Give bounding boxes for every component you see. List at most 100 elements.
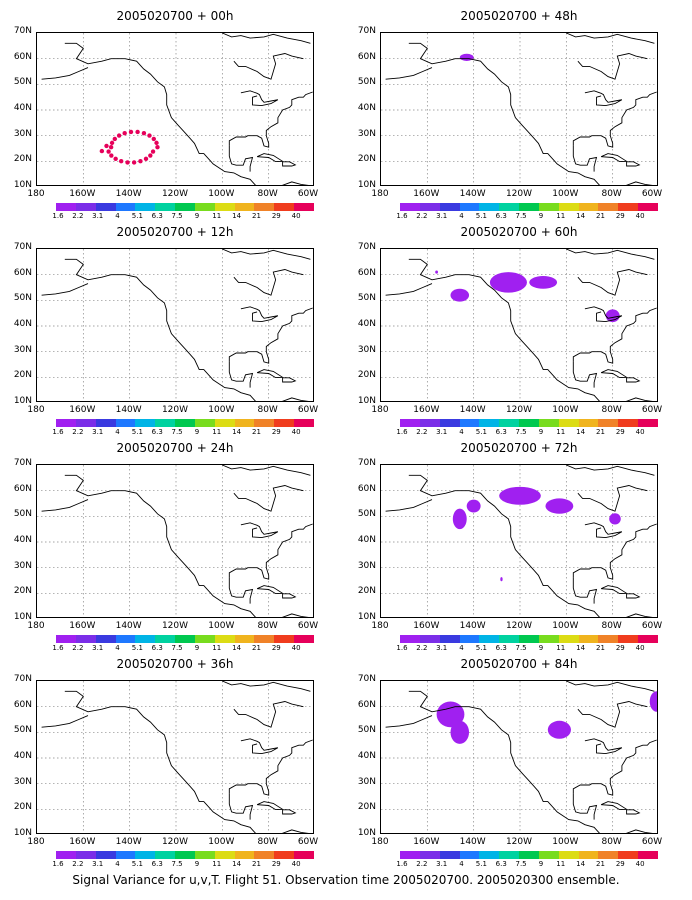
lat-tick-label: 60N bbox=[13, 699, 32, 710]
signal-region bbox=[466, 499, 481, 513]
signal-region bbox=[450, 288, 470, 302]
lon-tick-label: 140W bbox=[115, 621, 142, 631]
colorbar-swatch bbox=[439, 203, 460, 211]
signal-dot bbox=[122, 131, 127, 136]
colorbar-label: 11 bbox=[212, 860, 222, 868]
colorbar-label: 3.1 bbox=[92, 644, 104, 652]
signal-dot bbox=[108, 145, 114, 150]
coastline bbox=[222, 465, 311, 476]
lon-tick-label: 80W bbox=[601, 837, 622, 847]
lon-tick-label: 60W bbox=[641, 189, 663, 199]
colorbar-swatch bbox=[155, 419, 176, 427]
map-frame bbox=[380, 248, 658, 402]
colorbar-label: 29 bbox=[271, 644, 281, 652]
colorbar-label: 29 bbox=[271, 428, 281, 436]
coastline bbox=[566, 681, 655, 692]
colorbar-swatch bbox=[254, 203, 275, 211]
lat-tick-label: 20N bbox=[13, 154, 32, 165]
colorbar-swatch bbox=[135, 851, 156, 859]
lon-tick-label: 160W bbox=[69, 621, 96, 631]
coastline bbox=[64, 690, 309, 833]
lon-tick-label: 180 bbox=[371, 189, 389, 199]
colorbar-label: 29 bbox=[615, 428, 625, 436]
colorbar-swatch bbox=[618, 203, 639, 211]
colorbar-swatch bbox=[75, 419, 96, 427]
lat-tick-label: 20N bbox=[357, 586, 376, 597]
colorbar-label: 1.6 bbox=[396, 644, 408, 652]
map-canvas bbox=[381, 33, 657, 185]
colorbar-swatch bbox=[95, 635, 116, 643]
colorbar-swatch bbox=[519, 635, 539, 643]
signal-dot bbox=[99, 148, 105, 154]
colorbar-swatch bbox=[638, 635, 658, 643]
coastline bbox=[626, 809, 641, 815]
colorbar-label: 21 bbox=[251, 212, 261, 220]
map-frame bbox=[36, 680, 314, 834]
colorbar-label: 3.1 bbox=[92, 428, 104, 436]
lat-tick-label: 10N bbox=[13, 612, 32, 622]
lat-tick-label: 10N bbox=[357, 612, 376, 622]
lat-tick-label: 10N bbox=[13, 180, 32, 190]
colorbar-swatch bbox=[519, 419, 539, 427]
colorbar-label: 4 bbox=[115, 860, 120, 868]
lon-tick-label: 100W bbox=[552, 405, 579, 415]
colorbar-swatch bbox=[75, 851, 96, 859]
colorbar-swatch bbox=[175, 419, 195, 427]
colorbar-swatch bbox=[598, 203, 619, 211]
signal-region bbox=[545, 498, 574, 514]
lat-tick-label: 30N bbox=[357, 560, 376, 571]
colorbar-label: 4 bbox=[459, 860, 464, 868]
colorbar-label: 5.1 bbox=[475, 428, 487, 436]
colorbar-swatch bbox=[598, 419, 619, 427]
coastline bbox=[385, 499, 433, 512]
lat-tick-label: 50N bbox=[13, 293, 32, 304]
map-canvas bbox=[381, 465, 657, 617]
lat-tick-label: 10N bbox=[357, 828, 376, 838]
colorbar-swatch bbox=[274, 851, 295, 859]
colorbar-label: 6.3 bbox=[151, 212, 163, 220]
coastline bbox=[282, 377, 297, 383]
coastline bbox=[584, 522, 623, 539]
coastline bbox=[385, 715, 433, 728]
coastline bbox=[584, 90, 623, 107]
colorbar-swatch bbox=[459, 419, 480, 427]
colorbar-label: 7.5 bbox=[515, 644, 527, 652]
colorbar-swatch bbox=[479, 851, 500, 859]
colorbar-label: 9 bbox=[538, 644, 544, 652]
colorbar-swatch bbox=[194, 851, 215, 859]
lon-tick-label: 120W bbox=[161, 405, 189, 415]
signal-region bbox=[529, 275, 558, 289]
lat-tick-label: 40N bbox=[357, 535, 376, 545]
colorbar-label: 9 bbox=[194, 428, 200, 436]
colorbar-label: 7.5 bbox=[171, 212, 183, 220]
colorbar-label: 7.5 bbox=[171, 428, 183, 436]
coastline bbox=[626, 377, 641, 383]
colorbar-label: 11 bbox=[556, 644, 566, 652]
colorbar-label: 40 bbox=[635, 644, 645, 652]
map-frame bbox=[380, 680, 658, 834]
colorbar-swatch bbox=[115, 419, 136, 427]
coastline bbox=[600, 585, 629, 595]
coastline bbox=[385, 283, 433, 296]
colorbar-label: 21 bbox=[595, 644, 605, 652]
colorbar-swatch bbox=[419, 203, 440, 211]
lon-tick-label: 140W bbox=[459, 189, 486, 199]
signal-dot bbox=[151, 136, 156, 142]
lon-tick-label: 180 bbox=[27, 837, 45, 847]
colorbar-label: 6.3 bbox=[495, 860, 507, 868]
colorbar-swatch bbox=[194, 203, 215, 211]
lon-tick-label: 60W bbox=[297, 405, 319, 415]
colorbar-swatch bbox=[155, 635, 176, 643]
colorbar-label: 6.3 bbox=[151, 428, 163, 436]
map-canvas bbox=[37, 681, 313, 833]
lon-tick-label: 180 bbox=[371, 405, 389, 415]
lat-tick-label: 40N bbox=[13, 535, 32, 545]
coastline bbox=[282, 593, 297, 599]
coastline bbox=[256, 369, 285, 379]
colorbar-label: 2.2 bbox=[416, 860, 428, 868]
lat-tick-label: 30N bbox=[13, 776, 32, 787]
map-canvas bbox=[37, 465, 313, 617]
colorbar-label: 21 bbox=[251, 428, 261, 436]
colorbar-swatch bbox=[75, 203, 96, 211]
lat-tick-label: 60N bbox=[357, 483, 376, 494]
